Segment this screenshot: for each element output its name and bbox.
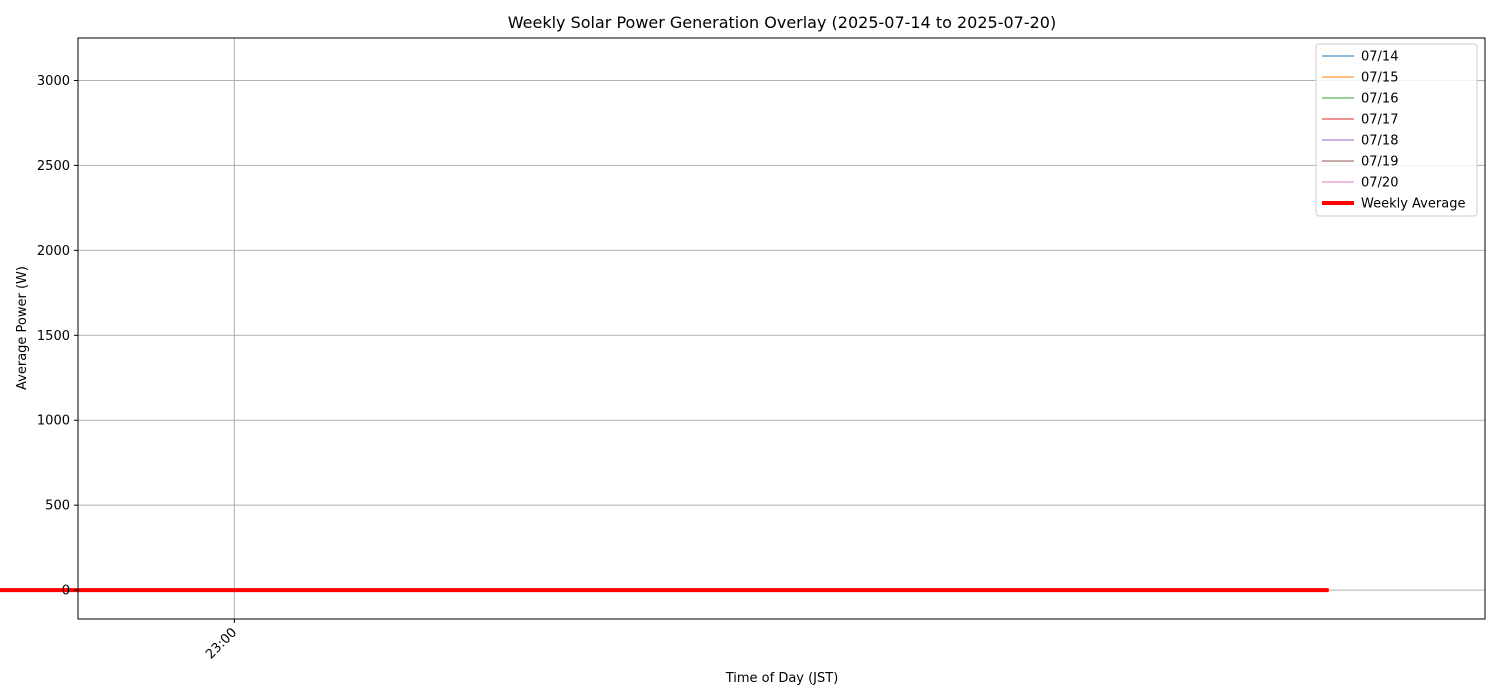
y-tick-label: 0 <box>62 584 70 599</box>
x-axis-title: Time of Day (JST) <box>725 671 839 686</box>
y-axis-title: Average Power (W) <box>15 266 30 390</box>
y-tick-label: 3000 <box>37 74 70 89</box>
legend-label: 07/17 <box>1361 113 1398 128</box>
legend-label: Weekly Average <box>1361 197 1465 212</box>
legend-box <box>1315 43 1478 217</box>
legend-label: 07/16 <box>1361 92 1398 107</box>
y-tick-label: 2500 <box>37 159 70 174</box>
legend-label: 07/19 <box>1361 155 1398 170</box>
y-tick-label: 500 <box>45 499 70 514</box>
plot-frame <box>77 37 1486 620</box>
legend-label: 07/18 <box>1361 134 1398 149</box>
y-tick-label: 1000 <box>37 414 70 429</box>
y-tick-label: 2000 <box>37 244 70 259</box>
legend-label: 07/14 <box>1361 50 1398 65</box>
chart-title: Weekly Solar Power Generation Overlay (2… <box>508 13 1056 32</box>
legend-label: 07/15 <box>1361 71 1398 86</box>
legend: 07/14 07/15 07/16 07/17 07/18 07/19 07/20 Weekl… <box>1315 43 1478 217</box>
y-tick-label: 1500 <box>37 329 70 344</box>
legend-label: 07/20 <box>1361 176 1398 191</box>
